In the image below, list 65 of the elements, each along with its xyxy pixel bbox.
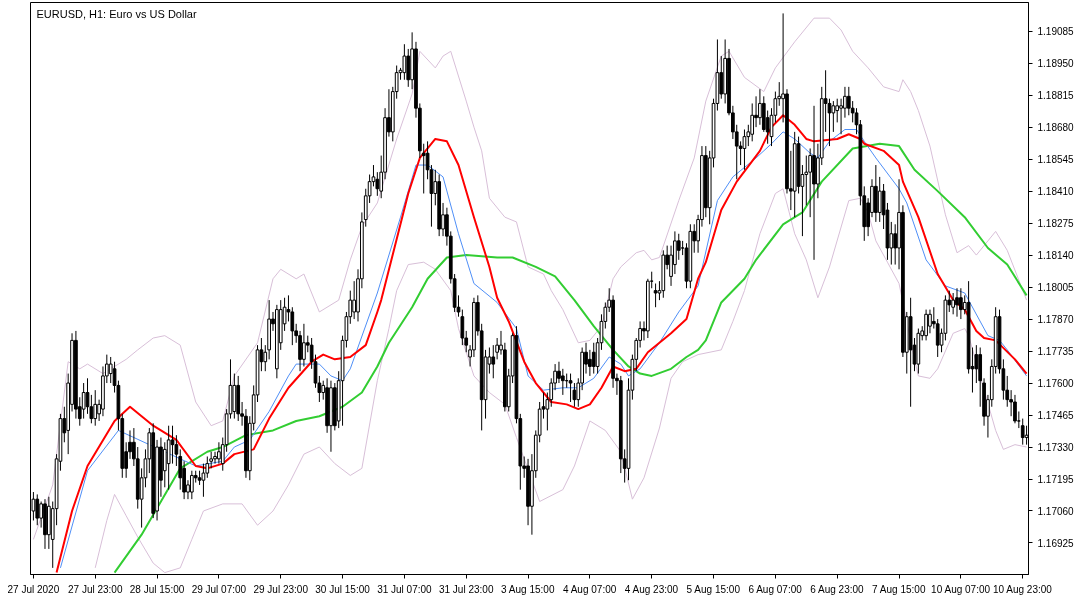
candlestick (959, 287, 963, 320)
candlestick (928, 309, 932, 334)
x-tick-label: 10 Aug 07:00 (931, 583, 991, 595)
candlestick (217, 441, 221, 465)
x-tick-label: 31 Jul 23:00 (438, 583, 494, 595)
candlestick (406, 48, 411, 88)
x-tick-label: 6 Aug 07:00 (748, 583, 803, 595)
x-tick-label: 27 Jul 23:00 (67, 583, 123, 595)
y-tick-label: 1.16925 (1037, 537, 1075, 549)
y-tick-label: 1.18275 (1037, 218, 1075, 230)
candlestick (742, 129, 747, 171)
candlestick (1020, 418, 1025, 446)
x-tick-label: 10 Aug 23:00 (992, 583, 1053, 595)
candlestick (213, 451, 217, 465)
y-tick-label: 1.17060 (1037, 506, 1075, 517)
y-tick-label: 1.18140 (1037, 250, 1075, 262)
candlestick (302, 323, 306, 367)
x-tick-label: 28 Jul 15:00 (129, 583, 185, 595)
y-tick-label: 1.19085 (1037, 26, 1075, 38)
x-tick-label: 6 Aug 23:00 (810, 583, 865, 595)
y-tick-label: 1.17330 (1037, 442, 1075, 454)
candlestick (653, 283, 658, 308)
candlestick (839, 98, 843, 135)
x-tick-label: 30 Jul 15:00 (315, 583, 371, 595)
candlestick (758, 88, 762, 126)
y-tick-label: 1.17465 (1037, 410, 1075, 422)
candlestick (93, 389, 98, 427)
x-tick-label: 4 Aug 07:00 (562, 583, 617, 595)
candlestick (935, 318, 940, 358)
candlestick (831, 100, 836, 133)
y-tick-label: 1.17870 (1037, 314, 1075, 326)
x-tick-label: 4 Aug 23:00 (624, 583, 679, 595)
candlestick (170, 425, 175, 465)
chart-title: EURUSD, H1: Euro vs US Dollar (36, 7, 197, 20)
x-tick-label: 29 Jul 23:00 (253, 583, 309, 595)
candlestick (166, 425, 171, 491)
y-tick-label: 1.18680 (1037, 122, 1075, 134)
y-tick-label: 1.18005 (1037, 282, 1075, 294)
candlestick (951, 292, 955, 315)
candlestick (1013, 394, 1017, 424)
candlestick (719, 55, 724, 100)
candlestick (35, 493, 40, 526)
x-tick-label: 7 Aug 15:00 (872, 583, 926, 595)
y-tick-label: 1.18815 (1037, 90, 1075, 102)
y-tick-label: 1.18545 (1037, 154, 1075, 166)
candlestick (955, 287, 959, 318)
candlestick (189, 470, 194, 500)
candlestick (877, 176, 882, 223)
candlestick (924, 309, 928, 341)
y-tick-label: 1.18950 (1037, 58, 1075, 70)
candlestick (591, 342, 596, 375)
candlestick (460, 309, 465, 346)
x-tick-label: 5 Aug 15:00 (686, 583, 741, 595)
x-tick-label: 29 Jul 07:00 (191, 583, 247, 595)
candlestick (676, 233, 681, 261)
y-tick-label: 1.17600 (1037, 378, 1075, 390)
x-tick-label: 3 Aug 15:00 (501, 583, 555, 595)
y-tick-label: 1.17195 (1037, 474, 1075, 486)
y-tick-label: 1.17735 (1037, 346, 1075, 358)
candlestick (568, 373, 573, 403)
x-tick-label: 31 Jul 07:00 (377, 583, 433, 595)
candlestick (808, 147, 813, 218)
candlestick (352, 280, 356, 320)
y-tick-label: 1.18410 (1037, 186, 1075, 198)
x-tick-label: 27 Jul 2020 (7, 583, 60, 595)
